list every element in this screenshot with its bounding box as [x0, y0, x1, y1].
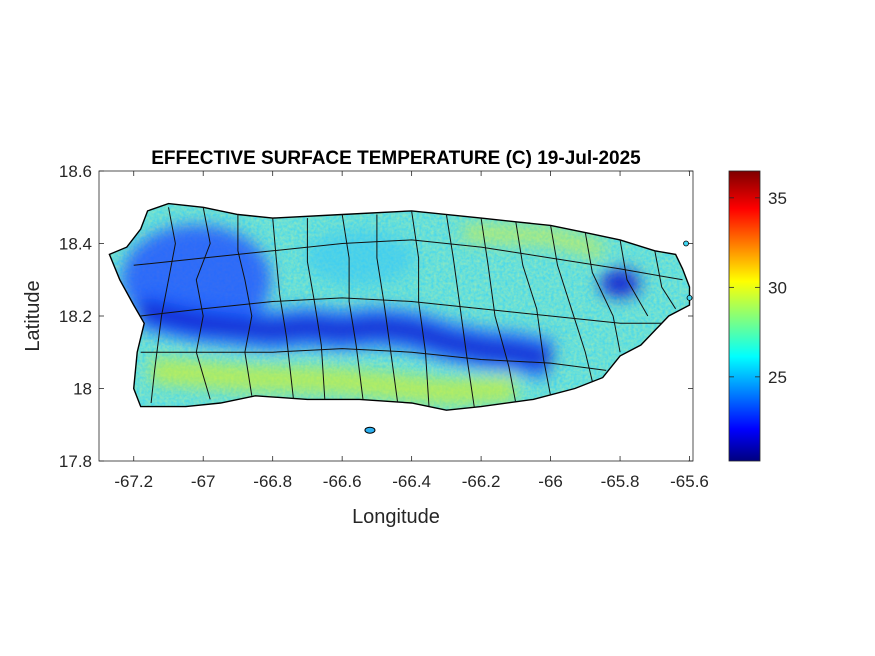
warm-north-band	[463, 223, 606, 260]
municipality-boundary	[237, 214, 253, 396]
y-tick-label: 18.2	[59, 307, 92, 326]
x-tick-label: -65.8	[601, 472, 640, 491]
east-cay	[683, 240, 689, 247]
x-tick-label: -66.2	[462, 472, 501, 491]
municipality-boundary	[550, 225, 593, 382]
map-title: EFFECTIVE SURFACE TEMPERATURE (C) 19-Jul…	[151, 148, 641, 169]
municipality-boundary	[133, 239, 683, 281]
y-tick-label: 18.6	[59, 162, 92, 181]
x-axis: -67.2 -67 -66.8 -66.6 -66.4 -66.2 -66 -65.8 -65.…	[114, 171, 709, 491]
colorbar-gradient	[728, 170, 761, 462]
y-axis: 17.8 18 18.2 18.4 18.6	[59, 162, 693, 471]
municipality-boundary	[584, 232, 621, 353]
municipality-boundary	[619, 239, 649, 317]
colorbar-tick-label: 35	[768, 189, 787, 208]
municipality-boundary	[195, 207, 211, 400]
caja-de-muertos-island	[364, 426, 376, 434]
x-tick-label: -66	[538, 472, 563, 491]
y-tick-label: 17.8	[59, 452, 92, 471]
plot-area	[98, 170, 694, 462]
small-islands	[364, 240, 693, 434]
municipality-boundary	[140, 297, 662, 324]
municipality-boundary	[150, 207, 176, 404]
warm-coast-band	[150, 357, 517, 406]
colorbar-tick-label: 25	[768, 368, 787, 387]
colorbar-tick-label: 30	[768, 278, 787, 297]
x-tick-label: -66.8	[253, 472, 292, 491]
colorbar: 25 30 35	[728, 170, 787, 462]
mild-north-region	[304, 230, 415, 286]
x-axis-label: Longitude	[352, 506, 440, 528]
x-tick-label: -66.6	[323, 472, 362, 491]
municipality-boundary	[376, 214, 399, 404]
municipality-boundary	[515, 221, 552, 396]
municipality-boundary	[140, 348, 607, 371]
y-tick-label: 18	[73, 380, 92, 399]
colorbar-ticks: 25 30 35	[729, 189, 787, 387]
cold-ridge-core	[138, 301, 553, 368]
x-tick-label: -67	[191, 472, 216, 491]
cold-east-peak	[600, 269, 641, 298]
municipality-boundary	[654, 250, 677, 310]
municipality-boundary	[411, 210, 430, 407]
x-tick-label: -66.4	[392, 472, 431, 491]
x-tick-label: -67.2	[114, 472, 153, 491]
municipality-boundary	[272, 218, 294, 400]
x-tick-label: -65.6	[670, 472, 709, 491]
y-axis-label: Latitude	[22, 280, 44, 351]
y-tick-label: 18.4	[59, 235, 92, 254]
municipality-boundaries	[133, 207, 683, 407]
municipality-boundary	[480, 218, 517, 404]
east-cay	[686, 294, 693, 301]
